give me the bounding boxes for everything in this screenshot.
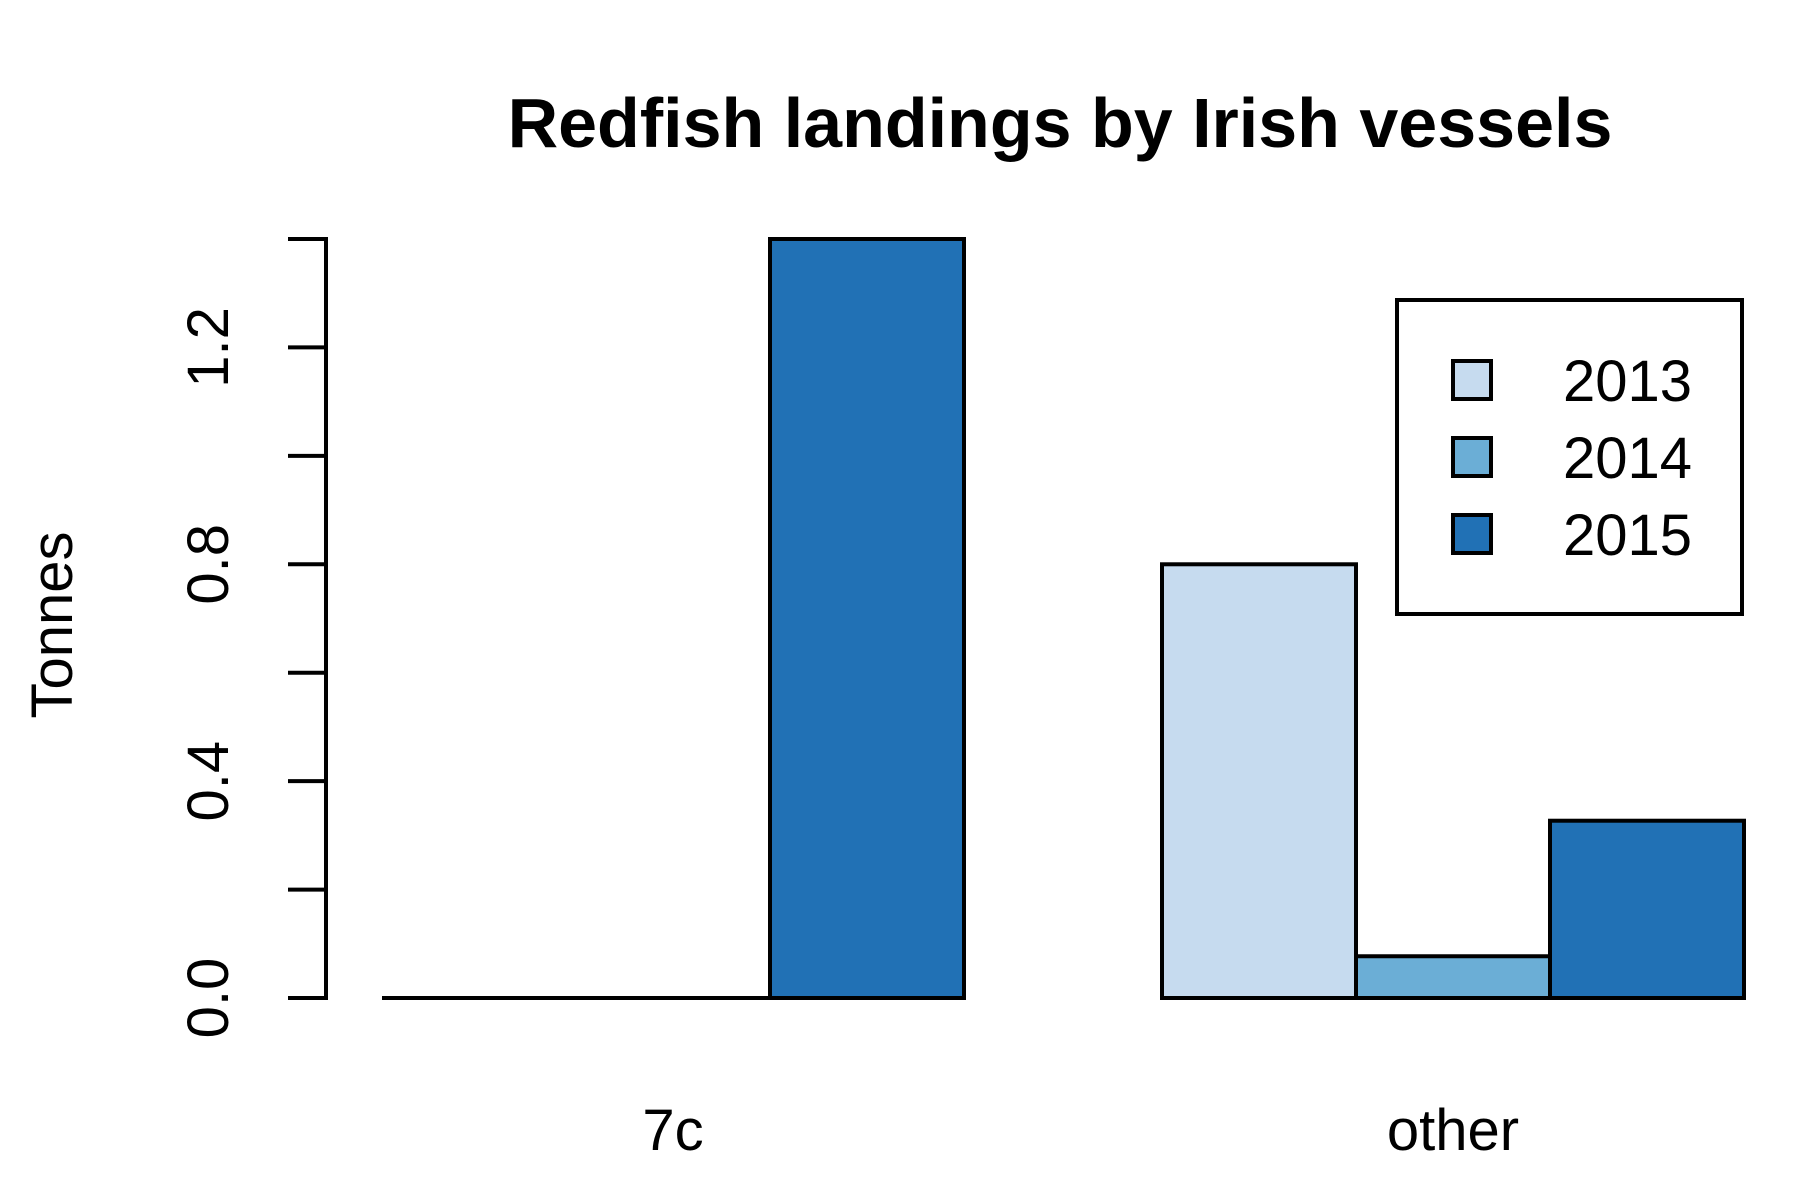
bar-other-2014: [1354, 954, 1552, 1001]
legend-items: 2013 2014 2015: [1451, 349, 1692, 568]
legend-label-2015: 2015: [1563, 503, 1692, 568]
y-tick-label: 0.0: [176, 958, 241, 1039]
legend-label-2013: 2013: [1563, 349, 1692, 414]
bar-other-2015: [1548, 818, 1746, 1001]
legend-swatch-2013: [1451, 359, 1493, 401]
chart-title: Redfish landings by Irish vessels: [508, 84, 1613, 162]
legend-label-2014: 2014: [1563, 426, 1692, 491]
y-tick-label: 0.4: [176, 741, 241, 822]
y-axis-label: Tonnes: [20, 531, 85, 718]
legend: 2013 2014 2015: [1395, 298, 1744, 616]
x-axis-labels: 7c other: [642, 1098, 1519, 1163]
x-tick-label: other: [1387, 1098, 1519, 1163]
bar-other-2013: [1160, 562, 1358, 1000]
y-tick-label: 0.8: [176, 524, 241, 605]
x-tick-label: 7c: [642, 1098, 703, 1163]
y-axis: 0.0 0.4 0.8 1.2: [176, 237, 328, 1039]
bar-7c-2015: [768, 237, 966, 1000]
legend-swatch-2015: [1451, 513, 1493, 555]
legend-swatch-2014: [1451, 436, 1493, 478]
y-tick-label: 1.2: [176, 307, 241, 388]
bars-layer: [382, 237, 1746, 1001]
